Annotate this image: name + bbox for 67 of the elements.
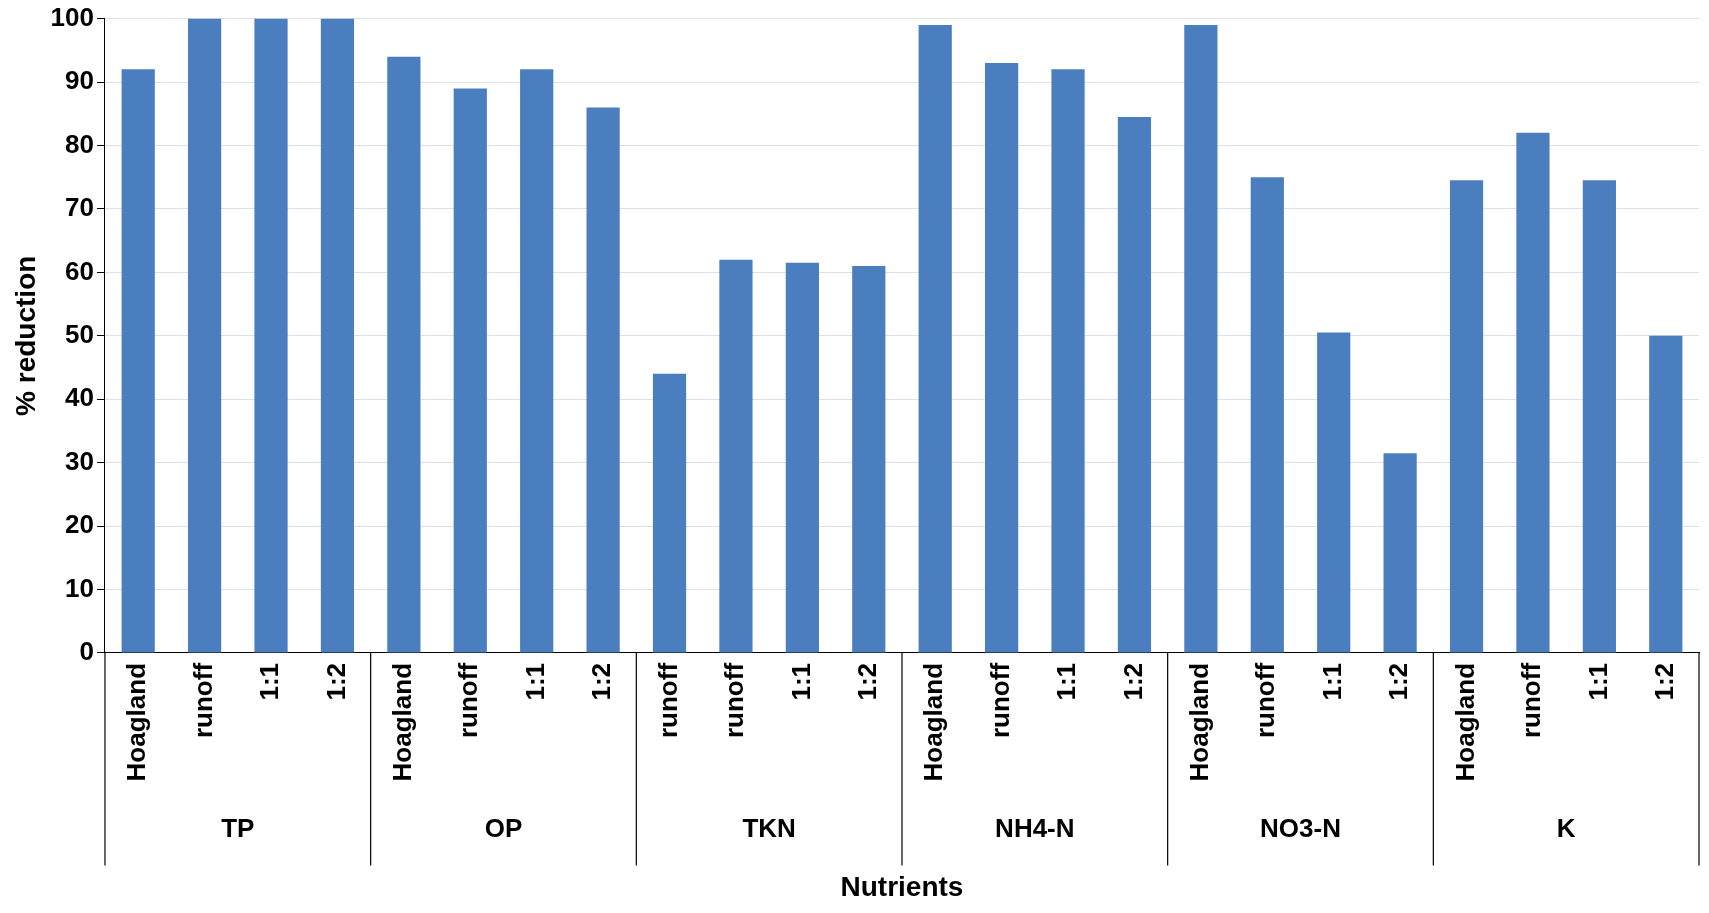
y-tick-label: 0 xyxy=(79,636,94,667)
y-tick-label: 40 xyxy=(65,382,94,413)
bar xyxy=(1117,116,1152,653)
x-tick-label: 1:2 xyxy=(586,662,617,701)
bar xyxy=(785,262,819,653)
x-tick-label: runoff xyxy=(984,662,1015,739)
bar xyxy=(1184,24,1218,653)
x-tick-label: 1:1 xyxy=(1051,662,1082,701)
bar xyxy=(1383,453,1417,653)
text: NO3-N xyxy=(1260,812,1341,843)
y-tick-label: 90 xyxy=(65,65,94,96)
y-tick-label: 30 xyxy=(65,445,94,476)
y-tick-label: 20 xyxy=(65,509,94,540)
text: K xyxy=(1556,812,1576,843)
bar xyxy=(1250,177,1284,653)
bar xyxy=(254,18,288,653)
y-axis-title: % reduction xyxy=(9,255,41,416)
bar xyxy=(1582,180,1616,653)
x-tick-label: runoff xyxy=(187,662,218,739)
x-tick-label: Hoagland xyxy=(1449,662,1480,782)
bar xyxy=(1051,69,1085,653)
x-tick-label: 1:2 xyxy=(851,662,882,701)
text: OP xyxy=(484,812,523,843)
bar xyxy=(387,56,421,653)
bar xyxy=(121,69,155,653)
x-tick-label: 1:1 xyxy=(1316,662,1347,701)
x-tick-label: runoff xyxy=(652,662,683,739)
bar xyxy=(719,259,753,653)
x-tick-label: Hoagland xyxy=(918,662,949,782)
x-tick-label: runoff xyxy=(1516,662,1547,739)
bar xyxy=(918,24,952,653)
x-tick-label: runoff xyxy=(1250,662,1281,739)
y-tick-label: 50 xyxy=(65,318,94,349)
y-tick-label: 100 xyxy=(50,1,94,32)
bar xyxy=(652,373,687,653)
y-tick-label: 60 xyxy=(65,255,94,286)
text: TKN xyxy=(742,812,796,843)
bar xyxy=(1649,335,1683,653)
bar xyxy=(1317,332,1351,653)
x-tick-label: Hoagland xyxy=(1184,662,1215,782)
x-tick-label: 1:2 xyxy=(320,662,351,701)
y-tick-label: 80 xyxy=(65,128,94,159)
x-tick-label: 1:2 xyxy=(1383,662,1414,701)
x-tick-label: runoff xyxy=(453,662,484,739)
x-tick-label: 1:1 xyxy=(519,662,550,701)
bar xyxy=(453,88,487,653)
bar xyxy=(1516,132,1550,653)
bar xyxy=(320,18,355,653)
x-axis-title: Nutrients xyxy=(840,870,964,902)
x-tick-label: 1:1 xyxy=(254,662,285,701)
bar xyxy=(1449,180,1484,653)
text: TP xyxy=(221,812,255,843)
x-tick-label: Hoagland xyxy=(121,662,152,782)
bar xyxy=(985,63,1019,653)
y-tick-label: 70 xyxy=(65,192,94,223)
y-tick-label: 10 xyxy=(65,572,94,603)
x-tick-label: 1:2 xyxy=(1648,662,1679,701)
x-tick-label: 1:1 xyxy=(1582,662,1613,701)
x-tick-label: runoff xyxy=(719,662,750,739)
x-tick-label: 1:2 xyxy=(1117,662,1148,701)
x-tick-label: 1:1 xyxy=(785,662,816,701)
bar xyxy=(188,18,222,653)
bar xyxy=(586,107,620,653)
bar xyxy=(852,266,886,653)
text: NH4-N xyxy=(995,812,1075,843)
bar xyxy=(520,69,554,653)
x-tick-label: Hoagland xyxy=(387,662,418,782)
